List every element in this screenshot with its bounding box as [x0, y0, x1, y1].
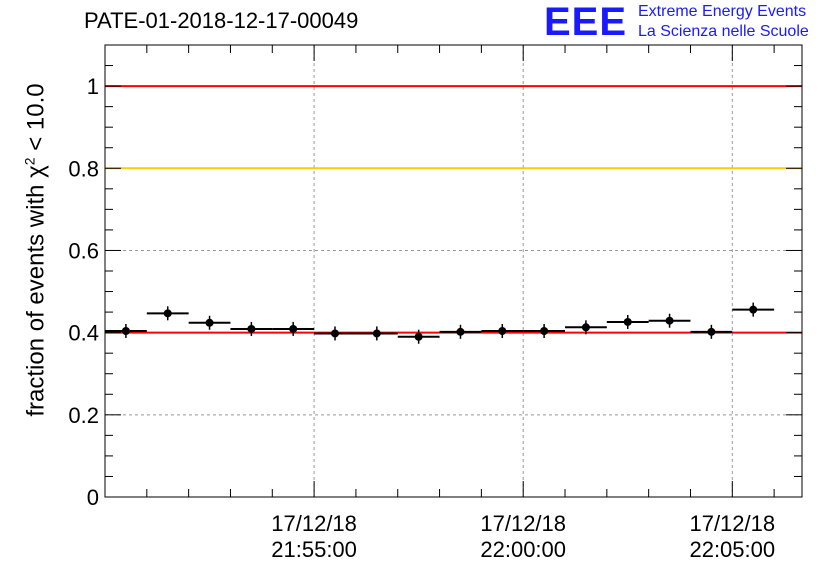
data-point — [205, 318, 214, 327]
x-tick-time-label: 21:55:00 — [271, 537, 357, 562]
data-point — [121, 326, 130, 335]
data-point — [707, 327, 716, 336]
data-point — [540, 326, 549, 335]
x-tick-time-label: 22:05:00 — [689, 537, 775, 562]
plot-frame — [104, 44, 803, 498]
logo-line-1: Extreme Energy Events — [638, 3, 807, 20]
reference-lines — [105, 85, 802, 334]
y-tick-label: 0.2 — [68, 403, 99, 428]
data-point — [414, 332, 423, 341]
y-tick-label: 0.4 — [68, 321, 99, 346]
x-tick-date-label: 17/12/18 — [271, 511, 357, 536]
data-point — [456, 327, 465, 336]
logo-line-2: La Scienza nelle Scuole — [638, 23, 809, 40]
data-point — [623, 317, 632, 326]
data-point — [498, 326, 507, 335]
data-point — [665, 316, 674, 325]
chart-title: PATE-01-2018-12-17-00049 — [84, 8, 359, 33]
y-tick-label: 0 — [87, 485, 99, 510]
x-tick-date-label: 17/12/18 — [480, 511, 566, 536]
y-tick-label: 0.8 — [68, 156, 99, 181]
data-point — [289, 324, 298, 333]
data-point — [163, 309, 172, 318]
eee-logo-mark: EEE — [544, 0, 628, 44]
y-tick-label: 1 — [87, 74, 99, 99]
data-point — [749, 305, 758, 314]
x-tick-date-label: 17/12/18 — [689, 511, 775, 536]
x-tick-time-label: 22:00:00 — [480, 537, 566, 562]
data-point — [331, 329, 340, 338]
eee-logo: EEE — [544, 2, 627, 42]
y-tick-label: 0.6 — [68, 238, 99, 263]
grid-layer — [105, 45, 802, 497]
data-points — [105, 302, 775, 344]
axes: 00.20.40.60.8117/12/1821:55:0017/12/1822… — [68, 44, 803, 562]
data-point — [247, 324, 256, 333]
data-point — [372, 329, 381, 338]
data-point — [581, 323, 590, 332]
